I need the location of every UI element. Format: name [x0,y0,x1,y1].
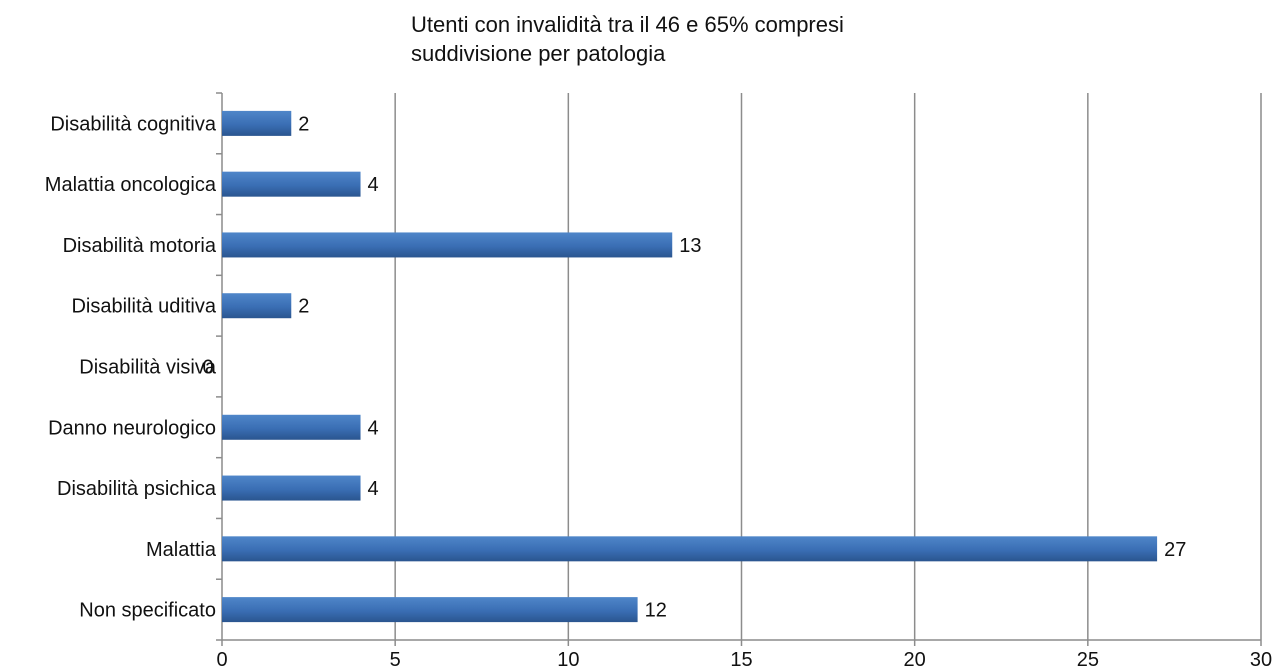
data-label-7: 27 [1164,539,1186,561]
x-tick-label-3: 15 [730,649,752,670]
x-tick-label-2: 10 [557,649,579,670]
data-label-1: 4 [368,174,379,196]
data-label-2: 13 [679,235,701,257]
bar-5 [222,414,361,440]
category-label-1: Malattia oncologica [45,174,217,196]
chart-title-line-2: suddivisione per patologia [411,41,666,66]
category-label-2: Disabilità motoria [63,235,217,257]
category-label-6: Disabilità psichica [57,478,217,500]
bar-6 [222,475,361,501]
category-label-8: Non specificato [79,600,216,622]
category-label-0: Disabilità cognitiva [50,113,217,135]
bar-2 [222,232,673,258]
x-tick-label-1: 5 [390,649,401,670]
x-tick-label-4: 20 [904,649,926,670]
bar-8 [222,597,638,623]
bar-7 [222,536,1158,562]
category-label-4: Disabilità visiva [79,357,217,379]
data-label-3: 2 [298,296,309,318]
x-tick-label-0: 0 [216,649,227,670]
chart-title: Utenti con invalidità tra il 46 e 65% co… [411,10,844,68]
category-label-5: Danno neurologico [48,417,216,439]
data-label-4: 0 [202,357,213,379]
data-label-0: 2 [298,113,309,135]
bar-0 [222,110,292,136]
data-label-6: 4 [368,478,379,500]
bar-3 [222,293,292,319]
x-tick-label-6: 30 [1250,649,1272,670]
data-label-8: 12 [645,600,667,622]
chart-title-line-1: Utenti con invalidità tra il 46 e 65% co… [411,12,844,37]
category-label-7: Malattia [146,539,217,561]
bar-1 [222,171,361,197]
x-tick-label-5: 25 [1077,649,1099,670]
category-label-3: Disabilità uditiva [71,296,216,318]
data-label-5: 4 [368,417,379,439]
